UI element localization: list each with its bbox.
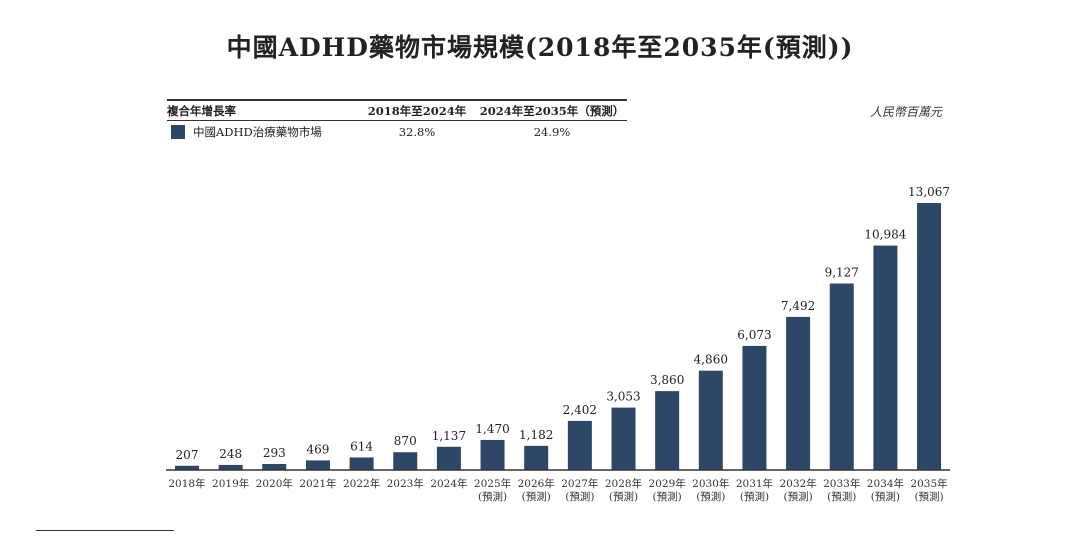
unit-label: 人民幣百萬元 [869,105,942,119]
bar [742,345,767,470]
x-tick-label: 2029年 [649,477,686,490]
forecast-label: (預測) [478,490,507,503]
x-tick-label: 2025年 [474,477,511,490]
cagr-header-period1: 2018年至2024年 [367,103,467,118]
x-tick-label: 2030年 [692,477,729,490]
data-label: 248 [219,447,242,461]
bar [873,245,898,470]
x-tick-label: 2021年 [299,477,336,490]
bar [393,452,418,470]
cagr-header-label: 複合年增長率 [167,103,236,118]
data-label: 870 [394,434,417,448]
forecast-label: (預測) [696,490,725,503]
forecast-label: (預測) [783,490,812,503]
data-label: 1,182 [519,428,553,442]
cagr-value-2: 24.9% [533,125,571,139]
legend-label: 中國ADHD治療藥物市場 [193,125,322,139]
x-tick-label: 2027年 [561,477,598,490]
x-tick-label: 2032年 [779,477,816,490]
bar [305,460,330,470]
x-tick-label: 2020年 [256,477,293,490]
forecast-label: (預測) [740,490,769,503]
bar [524,445,549,470]
x-tick-label: 2022年 [343,477,380,490]
bar [480,439,505,470]
data-label: 6,073 [737,328,771,342]
x-tick-label: 2034年 [867,477,904,490]
data-label: 9,127 [825,266,859,280]
x-tick-label: 2019年 [212,477,249,490]
data-label: 3,860 [650,373,684,387]
data-label: 293 [263,446,286,460]
data-label: 13,067 [908,185,950,199]
data-label: 4,860 [694,353,728,367]
forecast-label: (預測) [827,490,856,503]
forecast-label: (預測) [609,490,638,503]
data-label: 3,053 [606,390,640,404]
bar [698,370,723,470]
bar [611,407,636,470]
cagr-header-period2: 2024年至2035年（預測） [479,103,625,118]
x-tick-label: 2023年 [387,477,424,490]
forecast-label: (預測) [871,490,900,503]
bar [436,446,461,470]
forecast-label: (預測) [653,490,682,503]
legend-swatch [171,125,185,139]
bar [655,391,680,470]
cagr-value-1: 32.8% [398,125,436,139]
data-label: 10,984 [864,228,906,242]
forecast-label: (預測) [522,490,551,503]
data-label: 469 [306,442,329,456]
footnote-divider [36,530,174,531]
data-label: 7,492 [781,299,815,313]
x-tick-label: 2026年 [518,477,555,490]
cagr-row: 中國ADHD治療藥物市場 32.8% 24.9% [167,121,627,143]
bar [786,316,811,470]
bar [262,464,287,470]
bar [917,203,942,470]
bar [349,457,374,470]
data-label: 1,137 [432,429,466,443]
x-tick-label: 2033年 [823,477,860,490]
cagr-header: 複合年增長率 2018年至2024年 2024年至2035年（預測） [167,99,627,121]
data-label: 207 [176,448,199,462]
chart-title: 中國ADHD藥物市場規模(2018年至2035年(預測)) [226,33,854,62]
forecast-label: (預測) [565,490,594,503]
bar [175,465,199,470]
bar [218,464,243,470]
forecast-label: (預測) [914,490,943,503]
data-label: 1,470 [475,422,509,436]
data-label: 614 [350,439,373,453]
x-tick-label: 2024年 [430,477,467,490]
x-tick-label: 2028年 [605,477,642,490]
x-tick-label: 2035年 [910,477,947,490]
x-tick-label: 2031年 [736,477,773,490]
x-tick-label: 2018年 [168,477,205,490]
bar [829,283,854,470]
cagr-table: 複合年增長率 2018年至2024年 2024年至2035年（預測） 中國ADH… [167,99,627,143]
bar [567,420,592,470]
data-label: 2,402 [563,403,597,417]
